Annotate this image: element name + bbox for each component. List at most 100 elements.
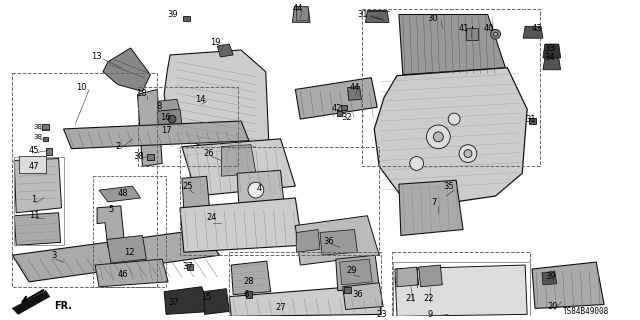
Polygon shape [419,265,442,287]
Text: 44: 44 [349,83,360,92]
Bar [393,262,530,316]
Polygon shape [344,287,351,293]
Polygon shape [187,264,193,270]
Text: 15: 15 [202,293,212,302]
Polygon shape [99,186,140,202]
Bar [138,87,238,166]
Text: 37: 37 [168,298,179,307]
Polygon shape [12,291,50,314]
Polygon shape [365,11,389,22]
Text: 27: 27 [275,303,286,312]
Polygon shape [246,291,252,298]
Polygon shape [395,265,527,316]
Bar [180,147,379,255]
Text: 16: 16 [160,113,170,122]
Polygon shape [14,158,61,213]
Text: 22: 22 [423,294,434,303]
Text: 24: 24 [206,213,217,222]
Polygon shape [14,213,61,245]
Polygon shape [397,267,419,287]
Circle shape [491,29,500,39]
Polygon shape [164,287,211,314]
Text: 12: 12 [124,248,135,257]
Text: 40: 40 [483,24,494,33]
Text: 28: 28 [244,277,254,286]
Polygon shape [160,125,185,141]
Polygon shape [374,68,527,203]
Circle shape [433,132,444,142]
Circle shape [459,145,477,163]
Polygon shape [182,176,209,210]
Text: 39: 39 [168,10,179,19]
Text: 1: 1 [31,196,36,204]
Polygon shape [157,109,182,127]
Polygon shape [182,139,295,196]
Polygon shape [204,289,229,314]
Circle shape [426,125,450,149]
Bar [229,252,381,316]
Polygon shape [107,236,147,263]
Text: 45: 45 [29,146,39,155]
Polygon shape [399,14,506,75]
Circle shape [248,182,264,198]
Text: 11: 11 [29,211,39,220]
Polygon shape [340,259,372,285]
Polygon shape [543,44,561,58]
Text: 23: 23 [377,310,387,319]
Polygon shape [542,271,557,285]
Polygon shape [138,90,162,166]
Circle shape [410,156,424,170]
Text: 17: 17 [161,126,172,135]
Text: FR.: FR. [54,301,72,311]
Text: 35: 35 [443,182,454,191]
Polygon shape [42,124,49,130]
Text: 4: 4 [256,184,262,193]
Text: 38: 38 [33,134,42,140]
Polygon shape [63,121,249,149]
Text: 36: 36 [323,237,334,246]
Text: 14: 14 [195,95,206,104]
Text: 46: 46 [117,270,128,279]
Text: 20: 20 [548,302,558,311]
Bar [14,156,63,245]
Bar [93,176,166,287]
Text: 26: 26 [204,149,214,158]
Text: 31: 31 [357,10,368,19]
Text: 38: 38 [133,152,144,161]
Polygon shape [466,28,478,40]
Polygon shape [184,16,190,21]
Polygon shape [543,58,561,70]
Polygon shape [46,148,52,155]
Text: 34: 34 [545,53,555,62]
Polygon shape [292,7,310,22]
Text: 32: 32 [341,113,352,122]
Polygon shape [221,145,256,176]
Circle shape [448,113,460,125]
Polygon shape [295,78,377,119]
Polygon shape [157,99,180,113]
Polygon shape [164,50,269,151]
Text: 7: 7 [432,198,437,207]
Text: 42: 42 [332,104,342,113]
Polygon shape [180,198,302,252]
Polygon shape [218,44,233,57]
Text: 41: 41 [459,24,469,33]
Text: 30: 30 [427,14,438,23]
Polygon shape [524,26,543,38]
Polygon shape [231,261,271,295]
Polygon shape [229,285,381,316]
Polygon shape [296,229,320,252]
Text: 13: 13 [91,52,101,61]
Text: 48: 48 [117,188,128,197]
Bar [362,9,540,166]
Text: 3: 3 [51,251,56,260]
Polygon shape [320,229,358,255]
Polygon shape [147,154,154,159]
Polygon shape [44,137,48,141]
Text: 6: 6 [243,290,249,299]
Polygon shape [97,206,125,247]
Text: 44: 44 [293,4,303,13]
Text: 37: 37 [182,261,193,270]
Polygon shape [295,216,379,265]
Bar [19,156,46,173]
